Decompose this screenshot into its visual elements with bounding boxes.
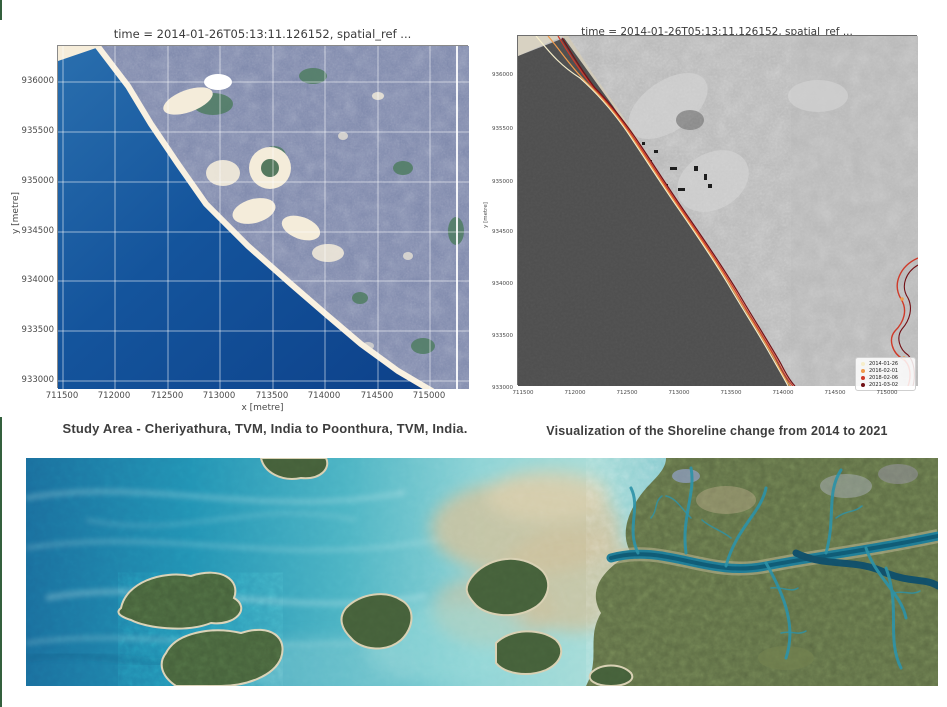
right-xtick: 714000 xyxy=(772,390,794,396)
left-ytick: 935000 xyxy=(21,176,54,186)
right-ytick: 936000 xyxy=(492,72,513,78)
left-xtick: 714500 xyxy=(360,391,394,401)
tidal-flats-raster xyxy=(26,458,938,686)
legend-dot-2018 xyxy=(861,375,865,380)
left-xtick: 711500 xyxy=(45,391,79,401)
left-xtick: 715000 xyxy=(412,391,446,401)
legend-dot-2021 xyxy=(861,382,865,387)
right-plot-shoreline-image: 2014-01-26 2016-02-01 2018-02-06 2021-03… xyxy=(517,35,918,391)
left-xtick: 714000 xyxy=(307,391,341,401)
right-xtick: 712000 xyxy=(564,390,586,396)
left-ytick: 934500 xyxy=(21,226,54,236)
shoreline-legend: 2014-01-26 2016-02-01 2018-02-06 2021-03… xyxy=(855,357,916,391)
legend-row: 2014-01-26 xyxy=(859,360,912,367)
right-ytick: 934000 xyxy=(492,281,513,287)
left-ylabel: y [metre] xyxy=(11,191,21,235)
right-ytick: 934500 xyxy=(492,229,513,235)
right-plot-raster xyxy=(518,36,918,386)
right-xtick: 715000 xyxy=(876,390,898,396)
legend-label: 2018-02-06 xyxy=(869,374,899,381)
left-ytick: 935500 xyxy=(21,126,54,136)
page-border-left-top xyxy=(0,0,2,20)
left-xtick: 713500 xyxy=(255,391,289,401)
legend-label: 2016-02-01 xyxy=(869,367,899,374)
legend-dot-2014 xyxy=(861,361,865,366)
left-plot-raster xyxy=(58,46,469,389)
left-xtick: 713000 xyxy=(202,391,236,401)
left-caption: Study Area - Cheriyathura, TVM, India to… xyxy=(62,421,468,436)
right-ytick: 933500 xyxy=(492,333,513,339)
page-border-left-bottom xyxy=(0,417,2,707)
legend-label: 2014-01-26 xyxy=(869,360,899,367)
right-ytick: 933000 xyxy=(492,385,513,391)
legend-row: 2018-02-06 xyxy=(859,374,912,381)
left-xtick: 712000 xyxy=(97,391,131,401)
right-xtick: 713500 xyxy=(720,390,742,396)
left-xtick: 712500 xyxy=(150,391,184,401)
left-xlabel: x [metre] xyxy=(241,403,284,413)
right-ytick: 935500 xyxy=(492,126,513,132)
left-ytick: 934000 xyxy=(21,275,54,285)
left-plot-satellite-image xyxy=(57,45,469,389)
right-xtick: 713000 xyxy=(668,390,690,396)
right-ytick: 935000 xyxy=(492,179,513,185)
right-xtick: 714500 xyxy=(824,390,846,396)
bottom-satellite-image-tidal-flats xyxy=(26,458,938,686)
right-caption: Visualization of the Shoreline change fr… xyxy=(546,424,888,438)
legend-row: 2021-03-02 xyxy=(859,381,912,388)
left-ytick: 933500 xyxy=(21,325,54,335)
right-ylabel: y [metre] xyxy=(483,202,489,228)
legend-label: 2021-03-02 xyxy=(869,381,899,388)
right-xtick: 712500 xyxy=(616,390,638,396)
left-ytick: 933000 xyxy=(21,375,54,385)
right-xtick: 711500 xyxy=(512,390,534,396)
legend-dot-2016 xyxy=(861,368,865,373)
left-plot-title: time = 2014-01-26T05:13:11.126152, spati… xyxy=(113,27,412,41)
left-ytick: 936000 xyxy=(21,76,54,86)
legend-row: 2016-02-01 xyxy=(859,367,912,374)
